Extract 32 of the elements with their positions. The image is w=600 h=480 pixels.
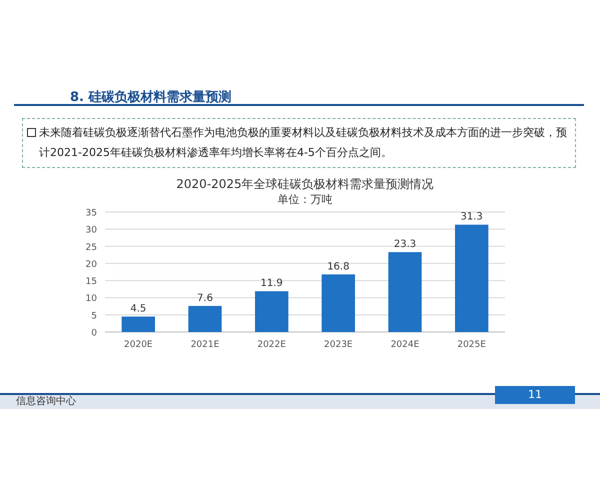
data-label: 23.3 <box>394 239 416 250</box>
bar <box>455 224 488 332</box>
data-label: 16.8 <box>327 261 350 272</box>
chart-subtitle: 单位：万吨 <box>278 193 332 206</box>
data-label: 7.6 <box>197 292 213 304</box>
y-tick-label: 35 <box>86 208 97 218</box>
y-tick-label: 25 <box>86 242 97 253</box>
data-label: 11.9 <box>260 278 283 290</box>
data-label: 31.3 <box>460 212 483 223</box>
x-tick-label: 2021E <box>190 340 220 350</box>
bar <box>322 274 355 332</box>
y-tick-label: 0 <box>91 328 98 338</box>
x-tick-label: 2020E <box>124 340 153 350</box>
bar <box>188 306 222 332</box>
text: 11 <box>495 386 575 404</box>
y-tick-label: 15 <box>86 277 97 288</box>
bar <box>388 252 422 332</box>
chart-title: 2020-2025年全球硅碳负极材料需求量预测情况 <box>176 177 434 191</box>
y-tick-label: 10 <box>86 294 98 304</box>
text: 信息咨询中心 <box>16 394 76 408</box>
y-tick-label: 30 <box>86 226 98 236</box>
x-tick-label: 2023E <box>324 340 353 350</box>
data-label: 4.5 <box>130 304 146 315</box>
text: 8. 硅碳负极材料需求量预测 <box>70 89 232 106</box>
text: 未来随着硅碳负极逐渐替代石墨作为电池负极的重要材料以及硅碳负极材料技术及成本方面的进一步突破，预计2021-2025年硅碳负极材料渗透率年均增长率将在4-5个百分点之间。 <box>22 118 576 168</box>
bar <box>122 316 155 332</box>
y-tick-label: 20 <box>86 260 98 270</box>
y-tick-label: 5 <box>91 311 97 322</box>
x-tick-label: 2024E <box>390 340 420 350</box>
bar <box>255 291 288 332</box>
x-tick-label: 2022E <box>257 340 286 350</box>
x-tick-label: 2025E <box>457 340 486 350</box>
